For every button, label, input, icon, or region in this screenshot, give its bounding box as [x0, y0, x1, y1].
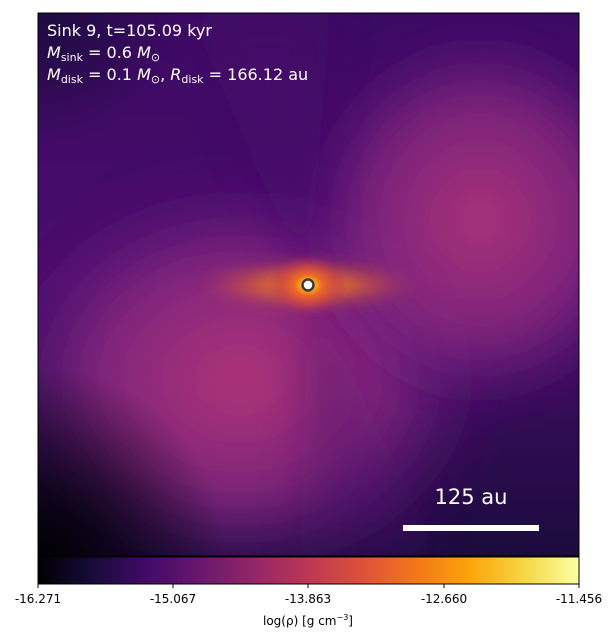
msink-value: = 0.6 — [88, 43, 132, 62]
msun-subscript: ⊙ — [150, 51, 161, 64]
plot-frame — [37, 12, 580, 557]
sink-info-label: Sink 9, t=105.09 kyr — [47, 21, 212, 41]
mdisk-subscript: disk — [60, 73, 83, 86]
colorbar-label-exponent: −3 — [336, 613, 349, 622]
colorbar-tick-label: -15.067 — [149, 592, 197, 606]
rdisk-symbol: R — [170, 65, 182, 84]
colorbar-label: log(ρ) [g cm−3] — [263, 613, 353, 628]
disk-info-label: Mdisk = 0.1 M⊙, Rdisk = 166.12 au — [47, 65, 309, 86]
colorbar-tick-label: -13.863 — [284, 592, 332, 606]
colorbar-tick-label: -16.271 — [14, 592, 62, 606]
sink-time-text: Sink 9, t=105.09 kyr — [47, 21, 212, 40]
mdisk-symbol: M — [47, 65, 61, 84]
colorbar-label-suffix: ] — [348, 614, 353, 628]
colorbar-tick-label: -11.456 — [555, 592, 603, 606]
scalebar-label: 125 au — [434, 485, 508, 509]
msink-subscript: sink — [60, 51, 83, 64]
msink-symbol: M — [47, 43, 61, 62]
sink-mass-label: Msink = 0.6 M⊙ — [47, 43, 160, 68]
rdisk-value: = 166.12 au — [208, 65, 309, 84]
colorbar-tick-label: -12.660 — [420, 592, 468, 606]
rdisk-subscript: disk — [181, 73, 204, 86]
sink-marker — [301, 278, 315, 292]
colorbar — [37, 556, 580, 585]
msun-symbol-2: M — [137, 65, 151, 84]
msun-subscript-2: ⊙ — [150, 73, 161, 86]
colorbar-ticks — [37, 584, 580, 588]
msun-symbol: M — [137, 43, 151, 62]
scalebar — [403, 525, 539, 531]
mdisk-value: = 0.1 — [88, 65, 132, 84]
colorbar-label-prefix: log(ρ) [g cm — [263, 614, 337, 628]
